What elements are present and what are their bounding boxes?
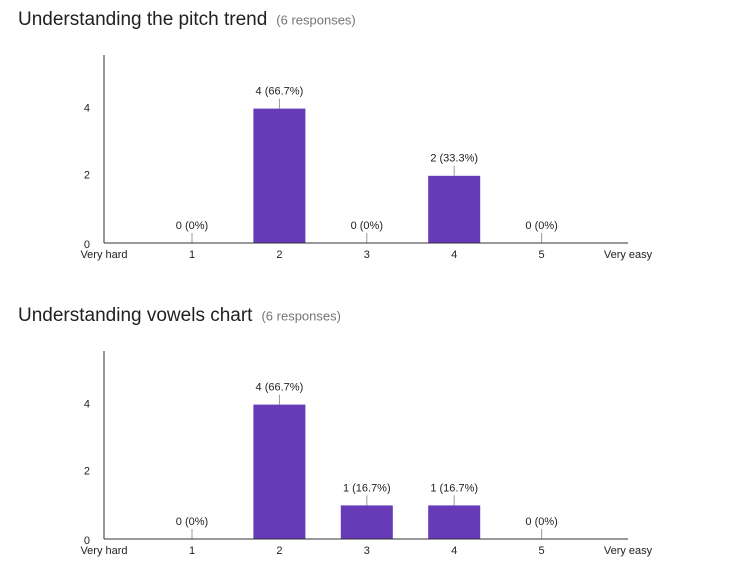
value-label: 0 (0%) [525,220,557,232]
responses: (6 responses) [276,12,355,27]
y-tick-label: 0 [84,239,90,251]
x-tick-label: 5 [539,249,545,261]
x-tick-label: 5 [539,545,545,557]
chart-title: Understanding the pitch trend [18,9,267,30]
bar [340,505,393,539]
value-label: 1 (16.7%) [343,482,391,494]
bar [253,108,306,243]
value-label: 0 (0%) [351,220,383,232]
x-tick-label: 4 [451,249,457,261]
x-tick-label: 2 [276,545,282,557]
y-tick-label: 4 [84,103,90,115]
value-label: 0 (0%) [525,516,557,528]
value-label: 2 (33.3%) [430,153,478,165]
bar [428,505,481,539]
value-label: 0 (0%) [176,516,208,528]
x-tick-label: 4 [451,545,457,557]
value-label: 4 (66.7%) [256,86,304,98]
x-end-label: Very easy [604,249,653,261]
x-tick-label: 1 [189,545,195,557]
y-tick-label: 2 [84,170,90,182]
responses: (6 responses) [261,308,340,323]
value-label: 1 (16.7%) [430,482,478,494]
x-tick-label: 1 [189,249,195,261]
value-label: 0 (0%) [176,220,208,232]
x-end-label: Very easy [604,545,653,557]
x-start-label: Very hard [80,249,127,261]
value-label: 4 (66.7%) [256,382,304,394]
bar [428,175,481,243]
y-tick-label: 0 [84,535,90,547]
x-start-label: Very hard [80,545,127,557]
x-tick-label: 3 [364,545,370,557]
chart-title: Understanding vowels chart [18,305,253,326]
bar [253,404,306,539]
y-tick-label: 4 [84,399,90,411]
x-tick-label: 2 [276,249,282,261]
y-tick-label: 2 [84,466,90,478]
x-tick-label: 3 [364,249,370,261]
